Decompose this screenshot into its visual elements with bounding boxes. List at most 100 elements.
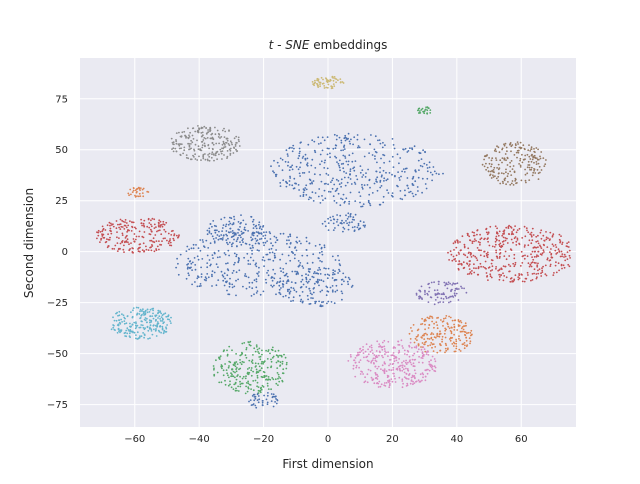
scatter-point	[406, 353, 408, 356]
scatter-point	[383, 177, 386, 180]
scatter-point	[139, 243, 142, 246]
scatter-point	[349, 142, 351, 145]
scatter-point	[320, 76, 323, 79]
scatter-point	[373, 354, 376, 356]
scatter-point	[161, 314, 164, 317]
scatter-point	[215, 225, 218, 228]
scatter-point	[258, 242, 260, 245]
scatter-point	[234, 361, 236, 364]
scatter-point	[287, 155, 289, 157]
scatter-point	[342, 230, 344, 233]
scatter-point	[235, 361, 238, 363]
scatter-point	[273, 252, 276, 255]
scatter-point	[517, 278, 520, 281]
scatter-point	[347, 224, 350, 227]
scatter-point	[442, 325, 444, 327]
scatter-point	[321, 289, 323, 292]
scatter-point	[371, 192, 374, 194]
scatter-point	[104, 229, 107, 231]
scatter-point	[499, 245, 501, 248]
scatter-point	[417, 176, 420, 179]
scatter-point	[424, 183, 427, 185]
scatter-point	[501, 180, 504, 183]
scatter-point	[316, 78, 319, 80]
scatter-point	[361, 176, 364, 178]
scatter-point	[226, 289, 228, 292]
scatter-point	[437, 292, 439, 295]
scatter-point	[301, 157, 304, 159]
scatter-point	[133, 233, 136, 235]
scatter-point	[139, 310, 141, 313]
scatter-point	[200, 285, 202, 287]
scatter-point	[260, 375, 263, 378]
scatter-point	[514, 180, 516, 182]
scatter-point	[495, 235, 498, 238]
scatter-point	[509, 165, 512, 168]
scatter-point	[257, 386, 260, 388]
scatter-point	[412, 375, 414, 378]
scatter-point	[186, 263, 189, 266]
scatter-point	[420, 346, 422, 348]
scatter-point	[272, 170, 274, 173]
scatter-point	[117, 328, 120, 331]
scatter-point	[420, 297, 423, 299]
scatter-point	[349, 168, 352, 171]
scatter-point	[258, 223, 260, 226]
scatter-point	[134, 324, 137, 327]
scatter-point	[567, 246, 570, 248]
scatter-point	[287, 161, 290, 164]
scatter-point	[289, 242, 292, 244]
scatter-point	[411, 346, 413, 349]
scatter-point	[490, 165, 492, 168]
scatter-point	[443, 281, 446, 284]
scatter-point	[245, 356, 248, 359]
scatter-point	[212, 143, 215, 146]
scatter-point	[149, 315, 152, 318]
scatter-point	[473, 240, 475, 243]
scatter-point	[467, 247, 470, 250]
scatter-point	[516, 149, 519, 152]
scatter-point	[503, 275, 506, 277]
scatter-point	[463, 347, 466, 350]
scatter-point	[221, 158, 223, 160]
scatter-point	[256, 290, 259, 292]
scatter-point	[429, 171, 432, 174]
scatter-point	[194, 281, 196, 283]
scatter-point	[431, 365, 434, 368]
scatter-point	[232, 370, 235, 373]
scatter-point	[376, 367, 379, 370]
scatter-point	[235, 135, 238, 138]
scatter-point	[533, 268, 536, 271]
scatter-point	[122, 314, 125, 317]
scatter-point	[262, 256, 265, 259]
scatter-point	[200, 266, 203, 269]
scatter-point	[238, 140, 240, 143]
scatter-point	[194, 158, 197, 160]
scatter-point	[340, 197, 342, 200]
scatter-point	[495, 251, 498, 254]
scatter-point	[211, 151, 214, 154]
scatter-point	[433, 336, 436, 338]
scatter-point	[527, 160, 530, 163]
scatter-point	[498, 230, 501, 233]
scatter-point	[529, 158, 532, 160]
scatter-point	[189, 131, 192, 134]
scatter-point	[388, 386, 391, 389]
scatter-point	[200, 141, 203, 143]
scatter-point	[314, 151, 317, 154]
scatter-point	[344, 276, 347, 279]
scatter-point	[398, 344, 401, 346]
scatter-point	[271, 279, 274, 282]
scatter-point	[428, 338, 431, 340]
scatter-point	[468, 235, 471, 238]
scatter-point	[200, 159, 202, 162]
scatter-point	[135, 334, 137, 336]
scatter-point	[244, 275, 246, 277]
scatter-point	[156, 326, 158, 328]
scatter-point	[543, 251, 545, 253]
scatter-point	[148, 226, 151, 229]
scatter-point	[332, 269, 335, 272]
scatter-point	[259, 225, 262, 228]
scatter-point	[432, 350, 435, 352]
scatter-point	[331, 277, 334, 279]
